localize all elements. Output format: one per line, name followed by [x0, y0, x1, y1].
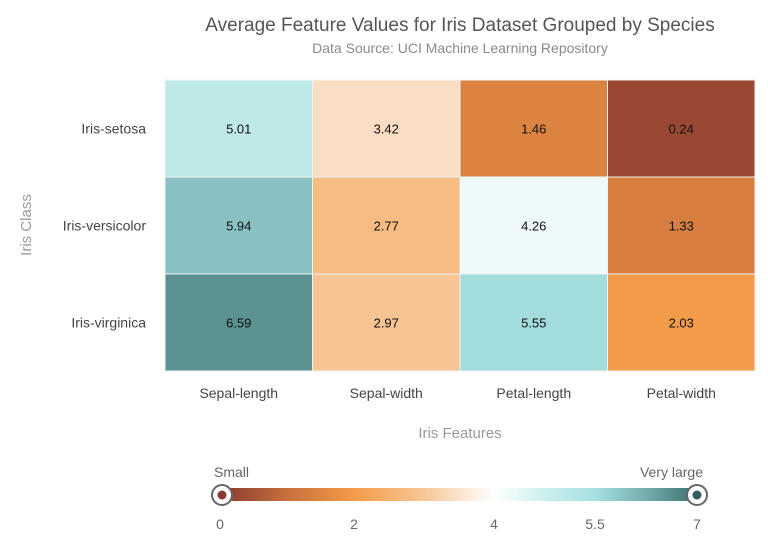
y-axis-tick-labels: Iris-setosa Iris-versicolor Iris-virginica: [63, 121, 147, 331]
heatmap-cell[interactable]: [312, 176, 461, 275]
chart-subtitle: Data Source: UCI Machine Learning Reposi…: [312, 40, 608, 56]
x-axis-title: Iris Features: [418, 425, 501, 442]
legend-tick-labels: 0 2 4 5.5 7: [216, 516, 701, 532]
heatmap-cell[interactable]: [607, 273, 756, 372]
legend-min-label: Small: [214, 464, 249, 480]
legend-tick-label: 4: [490, 516, 498, 532]
x-tick-label: Petal-length: [496, 385, 571, 401]
x-tick-label: Sepal-width: [350, 385, 423, 401]
cell-value-label: 1.46: [521, 122, 546, 137]
cell-value-label: 5.55: [521, 316, 546, 331]
chart-title: Average Feature Values for Iris Dataset …: [205, 15, 714, 36]
heatmap-cell[interactable]: [459, 79, 608, 178]
heatmap-grid: 5.01 3.42 1.46 0.24 5.94 2.77 4.26 1.33 6.59 2.97…: [164, 79, 756, 372]
x-tick-label: Sepal-length: [199, 385, 278, 401]
legend-tick-label: 2: [350, 516, 358, 532]
legend-max-label: Very large: [640, 464, 703, 480]
legend-min-handle[interactable]: [211, 484, 233, 506]
legend-tick-label: 7: [693, 516, 701, 532]
x-axis-tick-labels: Sepal-length Sepal-width Petal-length Petal…: [199, 385, 715, 401]
heatmap-cell[interactable]: [607, 79, 756, 178]
cell-value-label: 5.94: [226, 219, 251, 234]
cell-value-label: 4.26: [521, 219, 546, 234]
cell-value-label: 3.42: [374, 122, 399, 137]
legend-gradient-bar: [222, 488, 697, 501]
color-legend: Small Very large 0 2 4 5.5 7: [211, 464, 708, 532]
y-tick-label: Iris-setosa: [81, 121, 146, 137]
legend-max-handle[interactable]: [686, 484, 708, 506]
cell-value-label: 5.01: [226, 122, 251, 137]
y-axis-title: Iris Class: [18, 194, 35, 256]
cell-value-label: 0.24: [669, 122, 694, 137]
cell-value-label: 1.33: [669, 219, 694, 234]
heatmap-cell[interactable]: [312, 79, 461, 178]
y-tick-label: Iris-virginica: [71, 315, 146, 331]
legend-tick-label: 5.5: [585, 516, 605, 532]
heatmap-cell[interactable]: [312, 273, 461, 372]
y-tick-label: Iris-versicolor: [63, 218, 147, 234]
cell-value-label: 2.97: [374, 316, 399, 331]
cell-value-label: 2.03: [669, 316, 694, 331]
cell-value-label: 2.77: [374, 219, 399, 234]
legend-tick-label: 0: [216, 516, 224, 532]
heatmap-cell[interactable]: [164, 79, 313, 178]
heatmap-cell[interactable]: [164, 273, 313, 372]
heatmap-cell[interactable]: [164, 176, 313, 275]
x-tick-label: Petal-width: [647, 385, 716, 401]
heatmap-cell[interactable]: [607, 176, 756, 275]
cell-value-label: 6.59: [226, 316, 251, 331]
